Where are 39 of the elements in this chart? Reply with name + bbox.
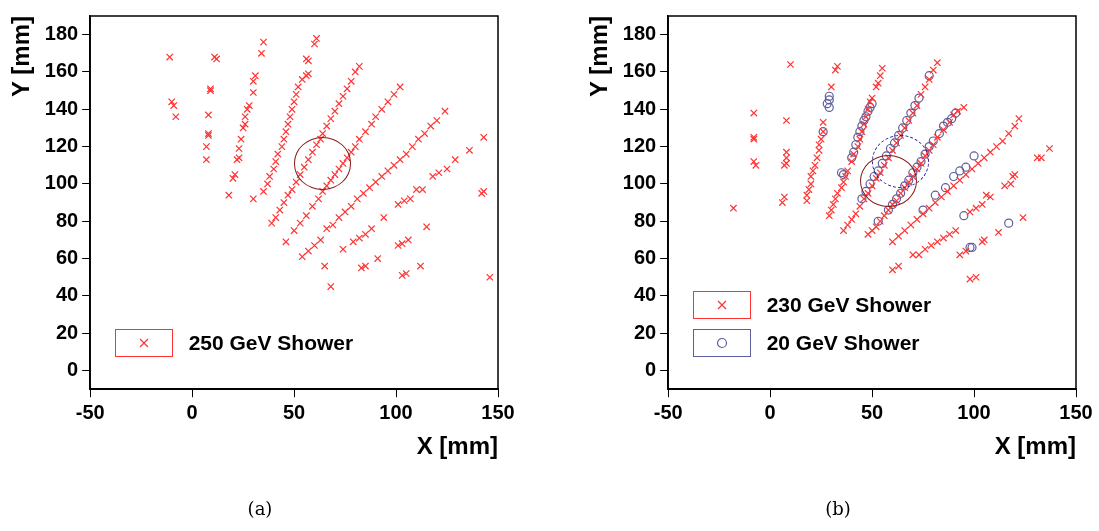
y-tick-label: 0 (645, 358, 657, 381)
text: (b) (824, 498, 852, 519)
y-tick-label: 160 (44, 59, 79, 82)
x-tick-label: 150 (1059, 400, 1093, 423)
legend-label: 230 GeV Shower (766, 292, 932, 317)
x-tick-label: 150 (481, 400, 515, 423)
x-axis-title: X [mm] (416, 432, 498, 460)
x-tick-label: 50 (282, 400, 306, 423)
x-tick-label: 0 (764, 400, 776, 423)
y-tick-label: 20 (55, 320, 79, 343)
y-tick-label: 100 (44, 171, 79, 194)
x-tick-label: 50 (860, 400, 884, 423)
y-tick-label: 120 (622, 134, 657, 157)
y-tick-label: 60 (55, 246, 79, 269)
x-tick-label: 100 (379, 400, 413, 423)
y-tick-label: 120 (44, 134, 79, 157)
y-tick-label: 40 (55, 283, 79, 306)
y-tick-label: 40 (633, 283, 657, 306)
y-tick-label: 60 (633, 246, 657, 269)
x-tick-label: -50 (75, 400, 105, 423)
y-tick-label: 80 (55, 208, 79, 231)
y-tick-label: 160 (622, 59, 657, 82)
x-axis-title: X [mm] (994, 432, 1076, 460)
x-tick-label: 100 (957, 400, 991, 423)
legend-label: 250 GeV Shower (188, 330, 354, 355)
x-tick-label: -50 (653, 400, 683, 423)
y-tick-label: 140 (44, 96, 79, 119)
legend-label: 20 GeV Shower (766, 330, 920, 355)
y-tick-label: 80 (633, 208, 657, 231)
y-tick-label: 0 (67, 358, 79, 381)
y-axis-title: Y [mm] (7, 16, 35, 97)
y-tick-label: 180 (622, 22, 657, 45)
y-tick-label: 100 (622, 171, 657, 194)
y-tick-label: 140 (622, 96, 657, 119)
y-tick-label: 180 (44, 22, 79, 45)
y-axis-title: Y [mm] (585, 16, 613, 97)
text: (a) (246, 498, 274, 519)
y-tick-label: 20 (633, 320, 657, 343)
x-tick-label: 0 (186, 400, 198, 423)
